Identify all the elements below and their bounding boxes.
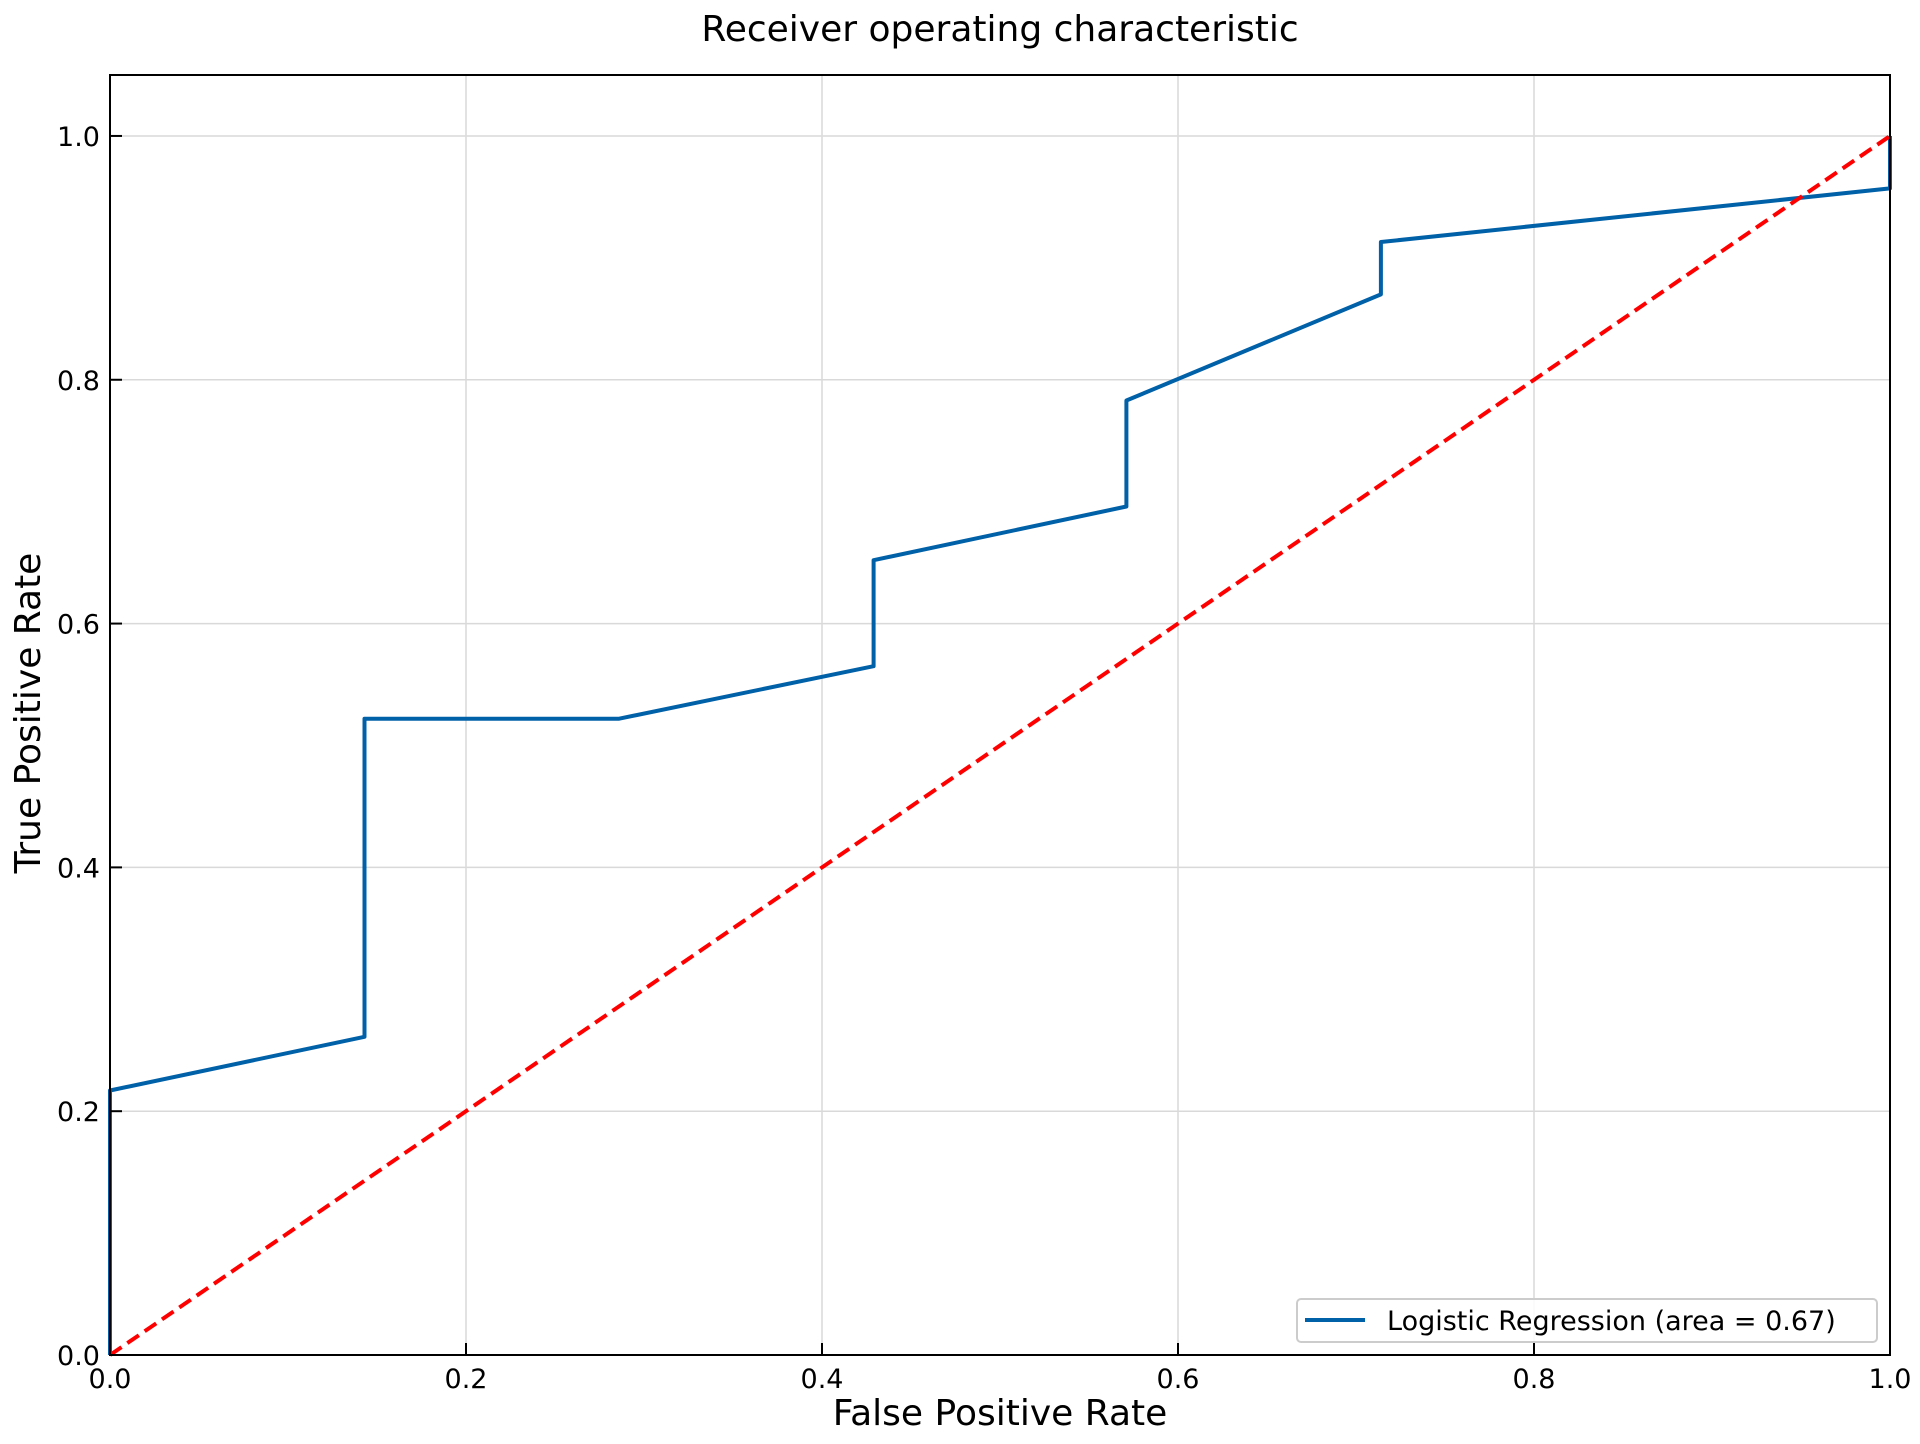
plot-frame [109, 74, 1891, 1356]
x-axis-label: False Positive Rate [833, 1393, 1168, 1434]
legend-label-logistic-regression: Logistic Regression (area = 0.67) [1387, 1306, 1836, 1337]
legend: Logistic Regression (area = 0.67) [1296, 1298, 1878, 1343]
y-tick-label: 0.4 [57, 853, 100, 884]
y-tick-label: 0.2 [57, 1097, 100, 1128]
y-axis-label: True Positive Rate [8, 553, 49, 875]
legend-box [1296, 1298, 1878, 1343]
chart-title: Receiver operating characteristic [701, 9, 1298, 50]
series-lines [108, 134, 1892, 1357]
roc-curve-line [108, 136, 1892, 1355]
x-tick-label: 0.2 [445, 1364, 488, 1395]
y-tick-label: 0.6 [57, 610, 100, 641]
axis-ticks: 0.0 0.2 0.4 0.6 0.8 1.0 0.0 0.2 0.4 0.6 0.8 1.0 [57, 122, 1911, 1395]
x-tick-label: 0.4 [801, 1364, 844, 1395]
chance-diagonal-line [108, 134, 1892, 1357]
x-tick-label: 1.0 [1869, 1364, 1912, 1395]
x-tick-label: 0.8 [1513, 1364, 1556, 1395]
y-tick-label: 0.0 [57, 1341, 100, 1372]
x-tick-label: 0.0 [89, 1364, 132, 1395]
x-tick-label: 0.6 [1157, 1364, 1200, 1395]
y-tick-label: 1.0 [57, 122, 100, 153]
grid-lines [109, 75, 1891, 1356]
y-tick-label: 0.8 [57, 366, 100, 397]
